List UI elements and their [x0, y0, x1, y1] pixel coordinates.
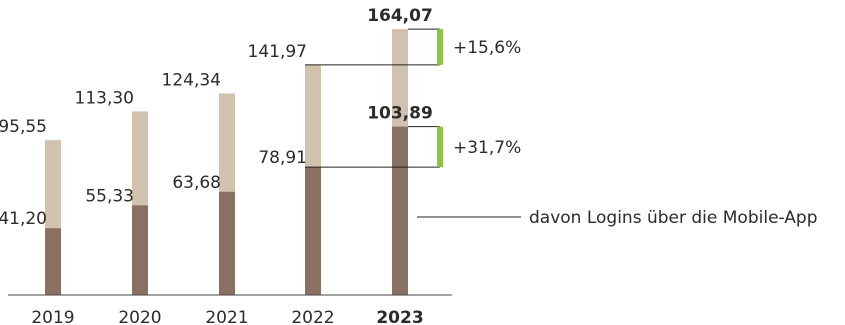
data-label-total-2020: 113,30 [75, 88, 134, 108]
growth-bar-mobile [437, 126, 443, 168]
data-label-total-2023: 164,07 [367, 6, 433, 26]
growth-bar-total [437, 29, 443, 65]
data-label-mobile-2021: 63,68 [172, 173, 221, 193]
bar-mobile-2020 [132, 205, 148, 295]
legend-label-mobile: davon Logins über die Mobile-App [529, 208, 818, 228]
data-label-mobile-2023: 103,89 [367, 104, 433, 124]
bar-mobile-2019 [45, 228, 61, 295]
data-label-mobile-2020: 55,33 [85, 186, 134, 206]
bar-mobile-2023 [392, 126, 408, 295]
bar-mobile-2021 [219, 191, 235, 295]
x-tick-label-2020: 2020 [118, 308, 161, 325]
data-label-total-2019: 95,55 [0, 117, 47, 137]
data-label-total-2022: 141,97 [248, 42, 307, 62]
data-label-mobile-2019: 41,20 [0, 209, 47, 229]
growth-label-mobile: +31,7% [453, 138, 521, 158]
x-tick-label-2021: 2021 [205, 308, 248, 325]
data-label-mobile-2022: 78,91 [258, 148, 307, 168]
x-tick-label-2019: 2019 [31, 308, 74, 325]
x-tick-label-2022: 2022 [291, 308, 334, 325]
data-label-total-2021: 124,34 [162, 70, 221, 90]
growth-label-total: +15,6% [453, 38, 521, 58]
bar-mobile-2022 [305, 167, 321, 295]
x-tick-label-2023: 2023 [376, 308, 423, 325]
